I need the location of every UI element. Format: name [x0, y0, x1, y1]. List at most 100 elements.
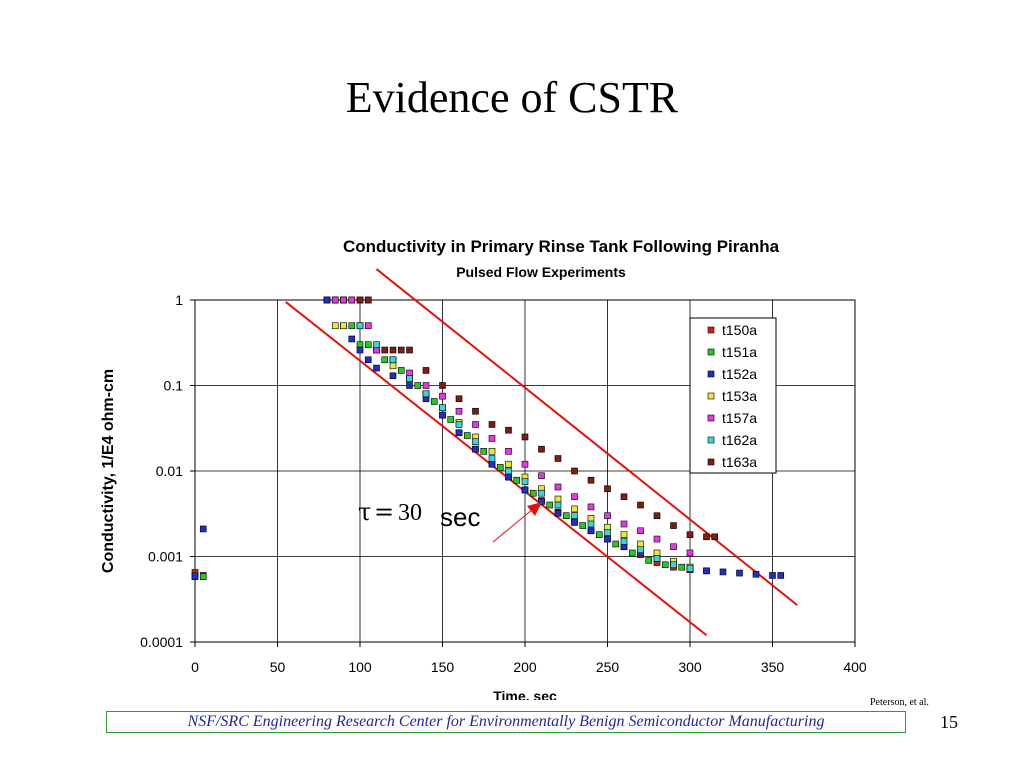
data-point [505, 426, 512, 434]
data-point [686, 531, 694, 538]
series-t163a [356, 296, 719, 541]
data-point [414, 382, 422, 389]
legend-swatch [707, 458, 715, 466]
data-point [447, 416, 455, 423]
legend-box [689, 317, 777, 474]
data-point [620, 493, 628, 501]
data-point [686, 549, 694, 557]
data-point [480, 447, 488, 455]
data-point [505, 460, 512, 468]
data-point [199, 573, 207, 581]
data-point [397, 346, 405, 354]
conductivity-chart: Conductivity in Primary Rinse Tank Follo… [100, 237, 867, 700]
tau-unit: sec [440, 502, 480, 532]
data-point [389, 372, 397, 380]
data-point [579, 522, 587, 529]
data-point [406, 375, 413, 383]
data-point [571, 493, 578, 501]
data-point [620, 531, 628, 538]
y-tick-label: 0.01 [156, 463, 183, 479]
data-point [381, 356, 389, 364]
data-point [604, 485, 611, 493]
data-point [645, 557, 653, 564]
y-axis-label: Conductivity, 1/E4 ohm-cm [100, 369, 117, 573]
data-point [554, 501, 562, 509]
data-point [381, 346, 389, 354]
legend-label: t151a [722, 344, 757, 360]
reference-line [375, 268, 798, 606]
data-point [538, 498, 545, 505]
annotation-arrow-line [492, 508, 534, 543]
data-point [406, 382, 413, 389]
data-point [653, 555, 661, 562]
data-point [397, 367, 405, 374]
data-point [736, 569, 743, 577]
data-point [406, 369, 413, 377]
data-point [529, 489, 537, 497]
data-point [637, 527, 644, 535]
data-point [571, 467, 578, 475]
y-tick-label: 0.001 [148, 549, 183, 565]
data-point [521, 433, 529, 441]
data-point [670, 522, 677, 529]
data-point [637, 501, 644, 509]
data-point [364, 356, 372, 364]
data-point [496, 464, 504, 471]
chart-legend: t150a t151a t152a t153a t157a t162a t163a [689, 317, 777, 474]
legend-label: t162a [722, 432, 757, 448]
data-point [348, 322, 356, 330]
data-point [422, 367, 430, 374]
data-point [373, 364, 380, 372]
data-point [620, 520, 628, 528]
data-point [340, 296, 347, 304]
annotation-arrowhead [527, 502, 542, 516]
data-point [356, 296, 364, 304]
data-point [587, 503, 595, 511]
legend-label: t153a [722, 388, 757, 404]
series-t162a [356, 322, 694, 572]
data-point [711, 533, 719, 541]
data-point [521, 486, 529, 494]
data-point [488, 447, 496, 455]
chart-subtitle: Pulsed Flow Experiments [456, 264, 626, 280]
data-point [521, 460, 529, 468]
data-point [488, 435, 496, 442]
data-point [653, 535, 661, 543]
data-point [554, 510, 562, 517]
data-point [472, 445, 479, 453]
x-tick-label: 150 [431, 659, 455, 675]
data-point [348, 335, 356, 343]
data-point [686, 565, 694, 572]
data-point [406, 346, 413, 354]
data-point [670, 543, 677, 551]
x-axis-label: Time, sec [493, 688, 557, 700]
legend-swatch [707, 392, 715, 400]
data-point [562, 512, 570, 520]
data-point [653, 549, 661, 557]
legend-swatch [707, 326, 715, 334]
data-point [587, 520, 595, 528]
data-point [439, 411, 446, 419]
data-point [430, 398, 438, 405]
data-point [505, 473, 512, 481]
data-point [455, 407, 463, 415]
footer-banner: NSF/SRC Engineering Research Center for … [106, 711, 906, 733]
data-point [340, 322, 347, 330]
data-point [604, 512, 611, 520]
data-point [769, 572, 776, 579]
y-tick-label: 0.0001 [140, 634, 183, 650]
x-tick-label: 200 [513, 659, 537, 675]
data-point [595, 531, 603, 538]
data-point [348, 296, 356, 304]
page-number: 15 [940, 712, 958, 732]
legend-swatch [707, 348, 715, 356]
y-tick-label: 0.1 [164, 378, 184, 394]
data-point [554, 495, 562, 503]
data-point [488, 460, 496, 468]
data-point [356, 346, 364, 354]
data-point [538, 445, 545, 453]
data-point [604, 529, 611, 536]
data-point [455, 429, 463, 437]
data-point [331, 296, 339, 304]
data-point [439, 382, 446, 389]
